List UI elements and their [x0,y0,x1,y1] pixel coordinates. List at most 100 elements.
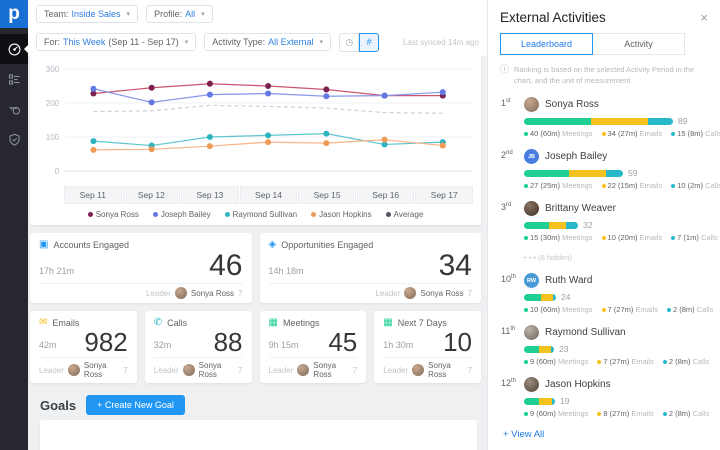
sidebar-item-coach[interactable] [0,94,28,124]
metric-label: Calls [692,357,710,366]
profile-select[interactable]: Profile: All ▾ [146,5,213,23]
stat-card-header: ✉ Emails [39,318,128,329]
accounts-icon: ▣ [39,239,49,251]
avatar [182,364,195,377]
legend-label: Average [393,210,424,220]
stat-card-leader-row: Leader Sonya Ross 7 [39,283,243,300]
metric-label: Emails [631,357,654,366]
stat-card-accounts-engaged[interactable]: ▣ Accounts Engaged 17h 21m 46 Leader Sonya Ro… [30,233,252,304]
ranking-note-text: Ranking is based on the selected Activit… [514,65,695,85]
leader-label: Leader [145,288,171,298]
rank-label: 3rd [501,202,512,212]
stat-card-calls[interactable]: ✆ Calls 32m 88 Leader Sonya Ross 7 [144,311,252,384]
leader-name: Sonya Ross [428,361,451,380]
leaderboard-entry[interactable]: 1st Sonya Ross 89 40 (60m) Meetings 34 (27m)… [500,97,720,138]
tab-leaderboard[interactable]: Leaderboard [500,33,593,55]
app-logo[interactable]: p [0,0,28,28]
leaderboard-entry[interactable]: 11th Raymond Sullivan 23 9 (60m) Meetings 7 … [500,325,710,366]
count-toggle-button[interactable]: # [359,32,380,52]
metric-item: 40 (60m) Meetings [524,129,593,138]
close-icon[interactable]: × [700,10,708,25]
legend-label: Jason Hopkins [319,210,372,220]
create-new-goal-button[interactable]: + Create New Goal [86,395,185,416]
metric-label: Meetings [557,357,589,366]
activity-type-select[interactable]: Activity Type: All External ▾ [204,33,332,51]
gauge-icon [8,43,20,55]
leaderboard-entry[interactable]: 12th Jason Hopkins 19 9 (60m) Meetings 8 (27… [500,377,709,418]
metric-label: Calls [705,181,720,190]
metric-item: 7 (1m) Calls [671,233,718,242]
hidden-entries-row: • • • (6 hidden) [524,253,572,262]
legend-item[interactable]: Sonya Ross [87,210,139,219]
tab-activity[interactable]: Activity [592,33,685,55]
metric-dot-icon [524,308,528,312]
phone-icon: ✆ [153,317,163,329]
sidebar-item-activity-list[interactable] [0,64,28,94]
avatar [67,364,80,377]
team-select-label: Team: [44,9,69,19]
rank-label: 1st [501,98,511,108]
stat-card-time: 42m [39,340,57,351]
legend-dot-icon [224,212,230,218]
last-synced-text: Last synced 14m ago [402,37,479,47]
activity-bar-segment [569,169,606,177]
metric-item: 7 (27m) Emails [597,357,654,366]
activity-bar-segment [553,293,556,301]
metric-count: 27 (25m) [530,181,563,190]
metric-item: 34 (27m) Emails [601,129,663,138]
leaderboard-entry[interactable]: 10th RW Ruth Ward 24 10 (60m) Meetings 7 (27m… [500,273,713,314]
legend-item[interactable]: Jason Hopkins [311,210,372,220]
stat-card-next-7-days[interactable]: ▦ Next 7 Days 1h 30m 10 Leader Sonya Ross 7 [374,311,481,384]
clock-icon: ◷ [345,36,354,47]
goals-card [40,420,477,450]
leader-count: 7 [123,365,128,375]
metric-count: 7 (27m) [607,305,636,314]
x-axis-day-label: Sep 11 [64,186,122,205]
svg-text:200: 200 [46,99,60,108]
leaderboard-entry[interactable]: 3rd Brittany Weaver 32 15 (30m) Meetings 10 … [500,201,718,242]
sidebar-item-security[interactable] [0,124,28,154]
legend-item[interactable]: Joseph Bailey [152,210,211,219]
profile-select-label: Profile: [154,9,183,19]
activity-bar-segment [552,397,555,405]
metric-count: 10 (20m) [607,233,640,242]
time-toggle-button[interactable]: ◷ [339,32,360,52]
metric-dot-icon [601,236,606,240]
metric-count: 7 (1m) [677,233,701,242]
stat-card-body: 1h 30m 10 [383,329,472,355]
activity-total: 59 [628,168,638,178]
activity-bar-segment [524,345,539,353]
view-all-link[interactable]: + View All [503,429,545,440]
leader-count: 7 [238,365,243,375]
legend-item[interactable]: Average [385,210,424,220]
stat-card-value: 46 [209,249,243,283]
stat-card-meetings[interactable]: ▦ Meetings 9h 15m 45 Leader Sonya Ross 7 [259,311,367,384]
leader-label: Leader [153,365,179,375]
period-select[interactable]: For: This Week (Sep 11 - Sep 17) ▾ [36,33,197,51]
legend-dot-icon [385,212,391,218]
person-name: Brittany Weaver [545,203,616,214]
leaderboard-entry-header: JB Joseph Bailey [524,149,708,164]
metric-count: 9 (60m) [530,357,558,366]
person-name: Joseph Bailey [545,151,608,162]
team-select[interactable]: Team: Inside Sales ▾ [36,5,139,23]
activity-total: 19 [560,396,570,406]
person-name: Ruth Ward [545,275,593,286]
sidebar-item-dashboard[interactable] [0,34,28,64]
metric-label: Emails [639,233,663,242]
avatar [524,97,539,112]
stat-card-opportunities-engaged[interactable]: ◈ Opportunities Engaged 14h 18m 34 Leader Son… [259,233,481,304]
stat-card-leader-row: Leader Sonya Ross 7 [268,357,358,379]
leaderboard-entry[interactable]: 2nd JB Joseph Bailey 59 27 (25m) Meetings 22 … [500,149,720,190]
activity-bar-segment [539,345,551,353]
stat-card-label: Accounts Engaged [53,240,130,251]
goals-title: Goals [40,397,77,413]
legend-item[interactable]: Raymond Sullivan [224,210,297,219]
metric-label: Emails [639,129,663,138]
stat-card-header: ✆ Calls [153,317,243,329]
stat-card-label: Next 7 Days [397,318,447,329]
stat-card-emails[interactable]: ✉ Emails 42m 982 Leader Sonya Ross 7 [30,311,137,384]
avatar [297,364,310,377]
activity-line-chart[interactable]: 0 100 200 300 [34,60,477,179]
leaderboard-entry-header: Brittany Weaver [524,201,708,216]
